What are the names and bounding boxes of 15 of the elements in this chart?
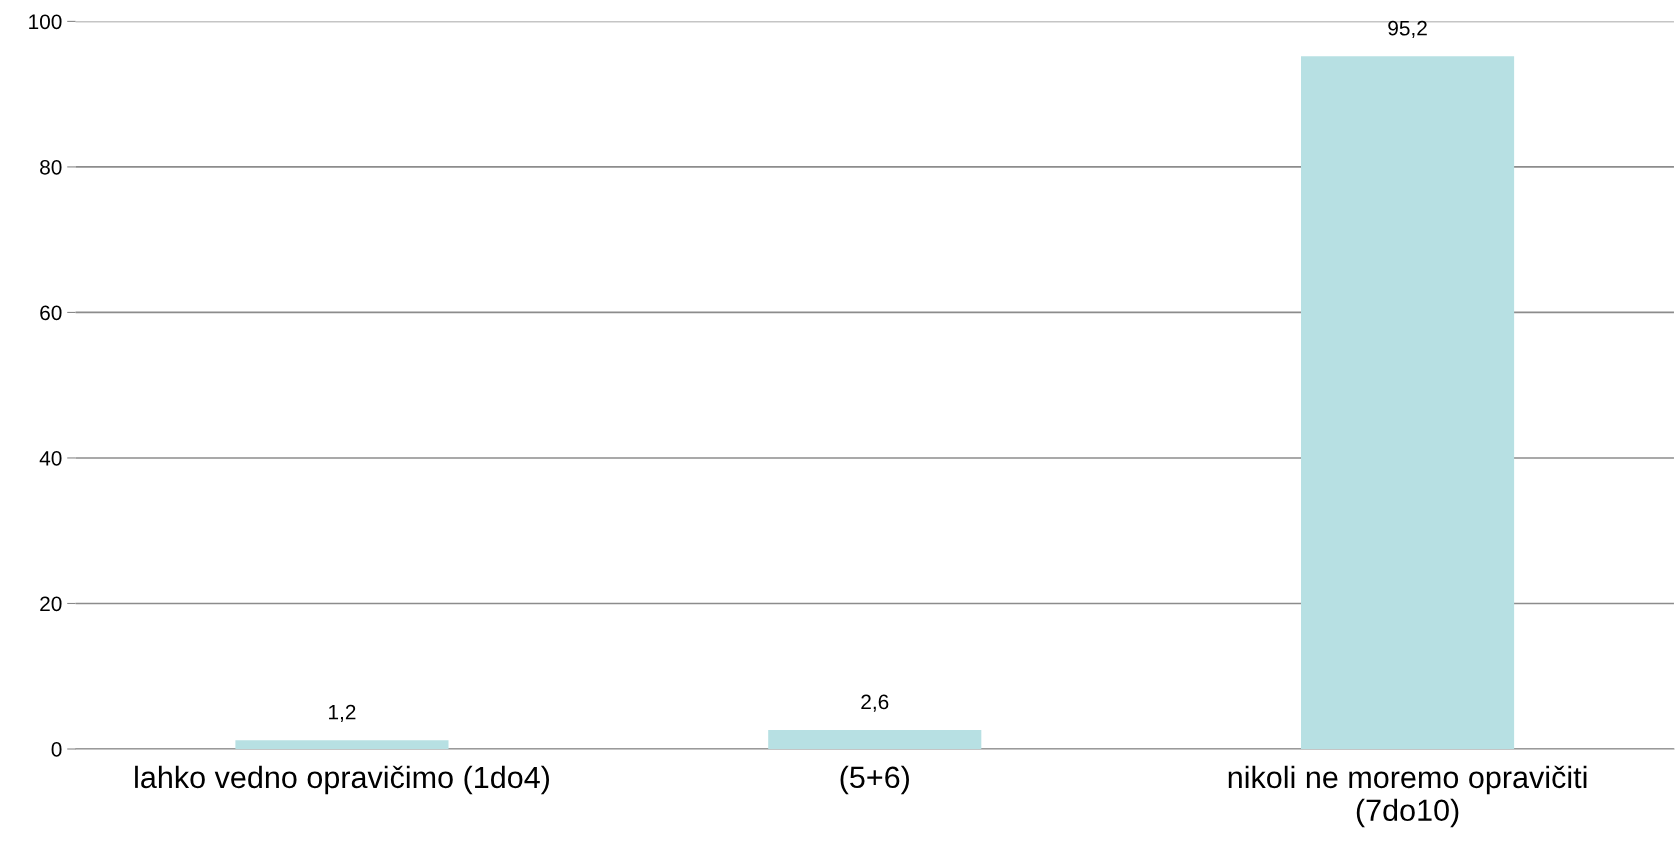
y-tick-label: 80 [40, 159, 62, 175]
data-label: 1,2 [329, 704, 356, 722]
x-tick-label: nikoli ne moremo opravičiti (7do10) [1228, 765, 1587, 828]
x-tick-label: (5+6) [840, 765, 909, 795]
y-tick-label: 20 [40, 596, 62, 612]
data-label: 95,2 [1388, 20, 1427, 38]
bar [235, 740, 449, 749]
y-tick-label: 100 [29, 14, 62, 30]
y-tick-label: 60 [40, 305, 62, 321]
data-label: 2,6 [861, 694, 889, 712]
bar [1301, 56, 1515, 749]
y-tick-label: 40 [39, 450, 62, 466]
x-tick-label: lahko vedno opravičimo (1do4) [135, 765, 549, 795]
bar [768, 730, 982, 749]
y-tick-label: 0 [51, 742, 62, 757]
